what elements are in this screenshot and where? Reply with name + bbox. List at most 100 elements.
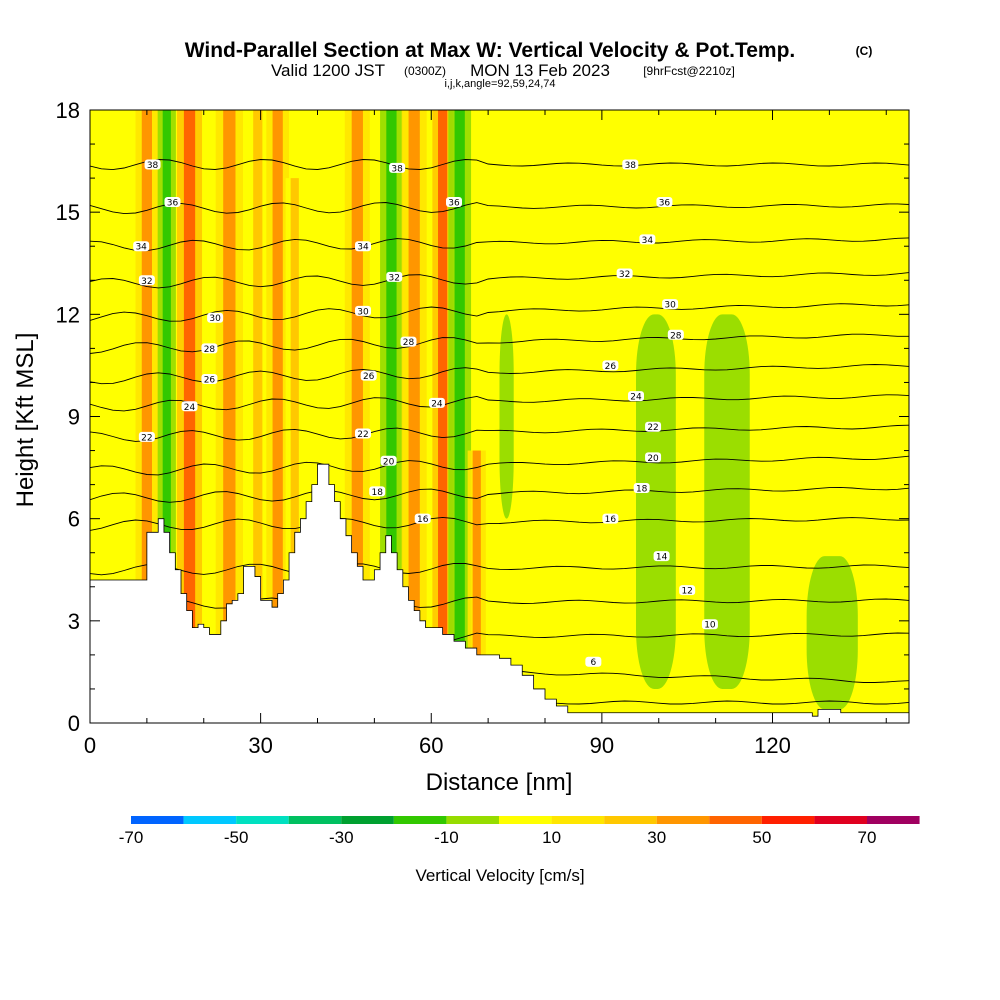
plot-area: 38 36 34 32 30 28 26 24 22 38 36 34 32 30 28 26 24 22 20 18… xyxy=(90,110,909,723)
x-tick-label-60: 60 xyxy=(419,733,443,758)
theta-contour-16 xyxy=(90,516,909,531)
theta-contour-22 xyxy=(90,424,909,442)
terrain-mask xyxy=(90,463,909,723)
theta-contour-14 xyxy=(90,562,909,576)
velocity-band-core-12 xyxy=(472,450,481,723)
theta-label-bg-32 xyxy=(602,513,619,524)
theta-label-3: 32 xyxy=(141,277,152,287)
y-tick-label-12: 12 xyxy=(56,302,80,327)
colorbar-tick-label-6: 50 xyxy=(752,828,771,847)
velocity-band-core-5 xyxy=(272,110,283,723)
velocity-band-core-9 xyxy=(408,110,420,723)
theta-label-8: 22 xyxy=(141,433,152,443)
colorbar-label: Vertical Velocity [cm/s] xyxy=(415,866,584,885)
colorbar-tick-label-0: -70 xyxy=(119,828,144,847)
theta-label-28: 24 xyxy=(630,393,642,403)
colorbar-tick-label-4: 10 xyxy=(542,828,561,847)
theta-label-0: 38 xyxy=(147,161,159,171)
x-tick-label-30: 30 xyxy=(248,733,272,758)
theta-contour-34 xyxy=(90,237,909,252)
theta-label-22: 36 xyxy=(659,198,671,208)
downdraft-region-1 xyxy=(704,314,750,689)
theta-label-bg-31 xyxy=(633,483,650,494)
theta-label-bg-11 xyxy=(355,241,371,252)
colorbar-swatch-5 xyxy=(341,816,394,824)
theta-label-9: 38 xyxy=(391,164,403,174)
theta-label-bg-28 xyxy=(628,391,644,402)
theta-label-bg-18 xyxy=(380,455,397,466)
theta-label-34: 12 xyxy=(681,587,692,597)
x-tick-label-120: 120 xyxy=(754,733,791,758)
theta-label-31: 18 xyxy=(636,485,648,495)
theta-label-bg-17 xyxy=(355,428,371,439)
colorbar-swatch-12 xyxy=(709,816,762,824)
theta-label-bg-5 xyxy=(201,343,218,354)
velocity-band-core-6 xyxy=(290,178,299,723)
theta-label-bg-1 xyxy=(164,196,181,207)
colorbar-swatch-3 xyxy=(236,816,289,824)
theta-contour-20 xyxy=(90,455,909,476)
theta-label-bg-2 xyxy=(133,241,150,252)
theta-contour-30 xyxy=(90,303,909,322)
theta-label-bg-15 xyxy=(360,370,377,381)
theta-label-bg-29 xyxy=(645,421,662,432)
chart-title: Wind-Parallel Section at Max W: Vertical… xyxy=(185,39,796,62)
theta-label-bg-27 xyxy=(602,360,619,371)
y-tick-label-0: 0 xyxy=(68,711,80,736)
colorbar xyxy=(131,816,920,824)
theta-label-26: 28 xyxy=(670,331,682,341)
theta-label-4: 30 xyxy=(209,314,221,324)
theta-label-bg-24 xyxy=(616,268,633,279)
theta-label-21: 38 xyxy=(625,161,637,171)
theta-contour-28 xyxy=(90,333,909,354)
colorbar-swatch-2 xyxy=(183,816,237,824)
theta-label-33: 14 xyxy=(656,553,668,563)
colorbar-tick-label-1: -50 xyxy=(224,828,249,847)
chart-title-suffix: (C) xyxy=(856,44,873,58)
theta-contour-18 xyxy=(90,486,909,503)
velocity-band-core-1 xyxy=(162,110,171,723)
theta-label-bg-19 xyxy=(369,486,386,497)
theta-label-bg-13 xyxy=(355,305,371,316)
velocity-band-core-2 xyxy=(183,110,196,723)
theta-label-18: 20 xyxy=(383,457,395,467)
theta-label-bg-20 xyxy=(414,513,431,524)
velocity-band-core-4 xyxy=(253,110,263,723)
colorbar-tick-label-3: -10 xyxy=(434,828,459,847)
colorbar-swatch-13 xyxy=(761,816,815,824)
theta-label-bg-35 xyxy=(701,619,718,630)
theta-contour-36 xyxy=(90,202,909,215)
downdraft-region-0 xyxy=(636,314,676,689)
theta-label-25: 30 xyxy=(664,301,676,311)
theta-label-29: 22 xyxy=(647,423,658,433)
theta-label-36: 6 xyxy=(590,658,596,668)
colorbar-tick-label-2: -30 xyxy=(329,828,354,847)
theta-label-32: 16 xyxy=(605,515,617,525)
theta-label-bg-14 xyxy=(400,336,417,347)
theta-label-19: 18 xyxy=(371,488,383,498)
theta-label-13: 30 xyxy=(357,307,369,317)
valid-time-run: [9hrFcst@2210z] xyxy=(643,64,735,78)
theta-label-6: 26 xyxy=(204,376,216,386)
theta-label-bg-9 xyxy=(389,162,406,173)
theta-contour-38 xyxy=(90,159,909,171)
colorbar-tick-label-7: 70 xyxy=(858,828,877,847)
theta-label-bg-30 xyxy=(645,452,662,463)
valid-time-date: MON 13 Feb 2023 xyxy=(470,61,610,80)
y-axis-tick-labels: 0 3 6 9 12 15 18 xyxy=(56,98,80,736)
valid-time-utc: (0300Z) xyxy=(404,64,446,78)
velocity-band-core-0 xyxy=(141,110,152,723)
y-tick-label-6: 6 xyxy=(68,507,80,532)
theta-label-bg-0 xyxy=(144,159,161,170)
x-axis-tick-labels: 0 30 60 90 120 xyxy=(84,733,791,758)
theta-label-24: 32 xyxy=(619,270,630,280)
y-tick-label-15: 15 xyxy=(56,200,80,225)
y-tick-label-9: 9 xyxy=(68,405,80,430)
axis-ticks xyxy=(89,109,909,724)
theta-label-12: 32 xyxy=(389,273,400,283)
colorbar-swatch-14 xyxy=(814,816,867,824)
theta-label-15: 26 xyxy=(363,372,375,382)
theta-label-bg-22 xyxy=(656,196,673,207)
theta-label-bg-3 xyxy=(138,275,155,286)
theta-label-14: 28 xyxy=(403,338,415,348)
